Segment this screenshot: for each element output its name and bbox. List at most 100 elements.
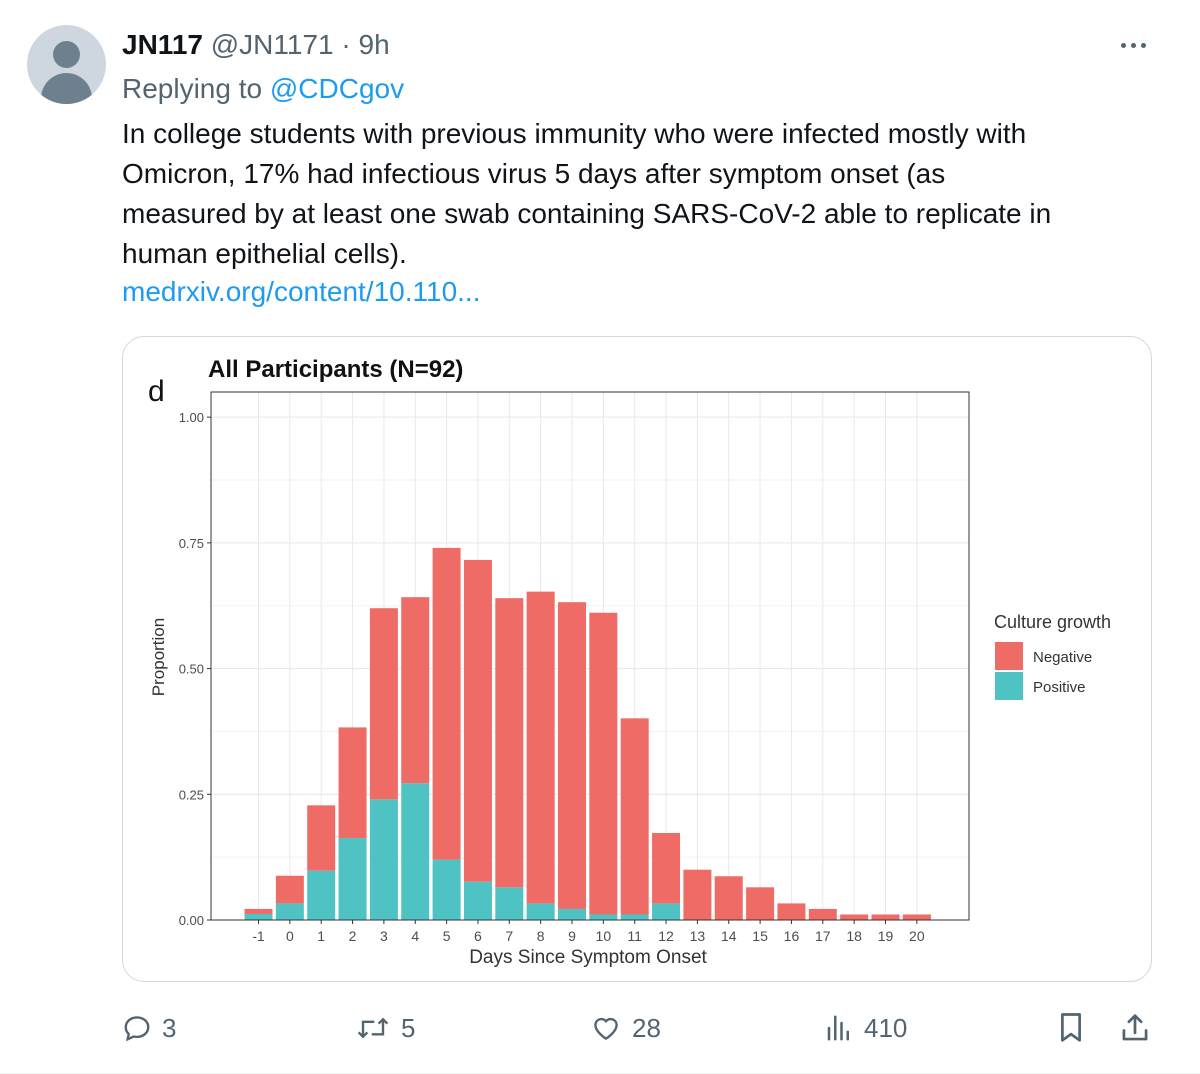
x-tick-label: 6 xyxy=(474,928,482,944)
tweet-text-line: measured by at least one swab containing… xyxy=(122,198,1052,229)
action-bar: 3 5 28 410 xyxy=(0,1008,1200,1048)
tweet-text: In college students with previous immuni… xyxy=(122,114,1162,274)
like-icon xyxy=(594,1017,618,1041)
mention-link[interactable]: @CDCgov xyxy=(269,73,405,104)
bar-positive xyxy=(620,914,649,920)
bar-negative xyxy=(840,914,869,920)
x-tick-label: 10 xyxy=(596,928,612,944)
bar-negative xyxy=(526,591,555,904)
x-tick-label: 16 xyxy=(784,928,800,944)
bar-negative xyxy=(620,718,649,915)
legend-swatch xyxy=(995,642,1023,670)
x-tick-label: 12 xyxy=(658,928,674,944)
bar-positive xyxy=(275,903,304,920)
y-tick-label: 1.00 xyxy=(179,410,204,425)
bar-negative xyxy=(463,559,492,882)
replying-prefix: Replying to xyxy=(122,73,263,104)
bar-positive xyxy=(307,870,336,920)
replying-to: Replying to @CDCgov xyxy=(122,72,404,106)
bar-negative xyxy=(244,908,273,914)
legend-title: Culture growth xyxy=(994,612,1111,632)
x-axis-label: Days Since Symptom Onset xyxy=(469,947,707,968)
bar-negative xyxy=(808,908,837,920)
user-handle[interactable]: @JN1171 xyxy=(210,29,334,60)
x-tick-label: -1 xyxy=(252,928,265,944)
bar-negative xyxy=(683,869,712,920)
bar-negative xyxy=(307,805,336,871)
retweet-icon xyxy=(357,1017,389,1039)
legend-swatch xyxy=(995,672,1023,700)
bar-positive xyxy=(338,838,367,920)
x-tick-label: 11 xyxy=(627,928,642,944)
views-icon xyxy=(827,1015,849,1041)
bookmark-button[interactable] xyxy=(1057,1008,1085,1048)
like-count: 28 xyxy=(632,1012,661,1043)
bar-negative xyxy=(652,833,681,904)
like-button[interactable]: 28 xyxy=(590,1008,661,1048)
reply-count: 3 xyxy=(162,1012,177,1043)
bar-positive xyxy=(369,799,398,920)
x-tick-label: 9 xyxy=(568,928,576,944)
x-tick-label: 7 xyxy=(505,928,513,944)
x-tick-label: 8 xyxy=(537,928,545,944)
retweet-button[interactable]: 5 xyxy=(355,1008,415,1048)
bar-negative xyxy=(871,914,900,920)
bar-positive xyxy=(432,859,461,920)
bar-negative xyxy=(746,887,775,920)
bookmark-icon xyxy=(1061,1013,1081,1042)
legend-item: Negative xyxy=(1033,649,1092,666)
bar-negative xyxy=(558,602,586,909)
bar-negative xyxy=(777,903,806,920)
bar-negative xyxy=(401,597,430,784)
bar-negative xyxy=(714,876,743,920)
bar-positive xyxy=(244,913,273,920)
display-name[interactable]: JN117 xyxy=(122,29,203,60)
default-avatar-icon xyxy=(53,41,80,68)
bar-negative xyxy=(589,612,618,915)
tweet-text-line: human epithelial cells). xyxy=(122,238,407,269)
timestamp[interactable]: 9h xyxy=(358,29,390,60)
x-tick-label: 15 xyxy=(752,928,768,944)
bar-positive xyxy=(495,887,524,920)
separator: · xyxy=(341,29,351,60)
tweet-text-line: Omicron, 17% had infectious virus 5 days… xyxy=(122,158,946,189)
bar-negative xyxy=(495,598,524,888)
avatar[interactable] xyxy=(27,25,106,104)
reply-button[interactable]: 3 xyxy=(122,1008,176,1048)
bar-positive xyxy=(589,914,618,920)
legend: Culture growth Negative Positive xyxy=(994,612,1111,700)
legend-item: Positive xyxy=(1033,679,1086,696)
plot-border xyxy=(210,391,970,921)
x-tick-label: 14 xyxy=(721,928,737,944)
bar-negative xyxy=(432,547,461,860)
share-button[interactable] xyxy=(1120,1008,1150,1048)
reply-icon xyxy=(124,1016,150,1042)
chart: d All Participants (N=92) 0.000.250.500.… xyxy=(148,356,1111,968)
more-options-icon[interactable] xyxy=(1113,30,1153,60)
retweet-count: 5 xyxy=(401,1012,416,1043)
y-tick-label: 0.50 xyxy=(179,662,204,677)
media-image[interactable]: d All Participants (N=92) 0.00 0.25 0.50 0.… xyxy=(122,336,1152,982)
bar-negative xyxy=(275,875,304,904)
x-axis-ticks: -1 0 1 2 3 4 5 6 7 8 9 10 11 12 13 14 15 16 17 18 19 20 xyxy=(252,920,925,944)
bar-negative xyxy=(902,914,931,920)
tweet-text-line: In college students with previous immuni… xyxy=(122,118,1027,149)
x-tick-label: 13 xyxy=(690,928,706,944)
bar-positive xyxy=(401,783,430,920)
y-tick-label: 0.25 xyxy=(179,787,204,802)
views-button[interactable]: 410 xyxy=(824,1008,907,1048)
bar-negative xyxy=(338,727,367,839)
bar-positive xyxy=(463,881,492,920)
external-link[interactable]: medrxiv.org/content/10.110... xyxy=(122,276,481,307)
share-icon xyxy=(1122,1014,1148,1041)
y-tick-label: 0.00 xyxy=(179,913,204,928)
y-axis-label: Proportion xyxy=(149,618,168,696)
x-tick-label: 4 xyxy=(411,928,419,944)
bar-positive xyxy=(652,903,681,920)
x-tick-label: 3 xyxy=(380,928,388,944)
bar-positive xyxy=(558,908,586,920)
x-tick-label: 20 xyxy=(909,928,925,944)
tweet-header: JN117 @JN1171 · 9h xyxy=(122,28,390,62)
x-tick-label: 2 xyxy=(349,928,357,944)
